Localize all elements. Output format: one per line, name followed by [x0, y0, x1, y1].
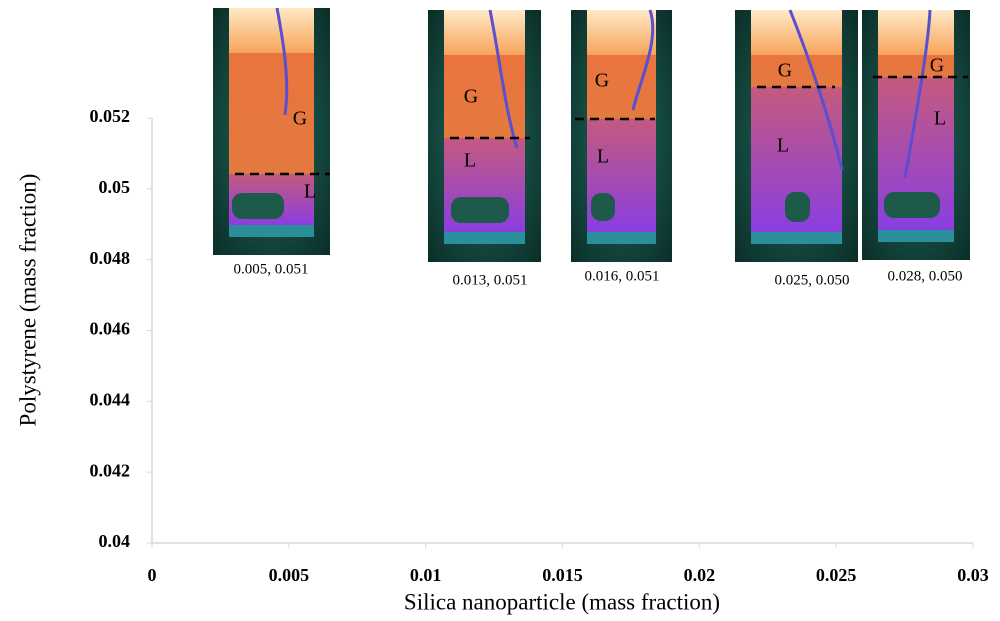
x-tick-label: 0.005 [269, 565, 310, 585]
y-tick-label: 0.04 [99, 531, 131, 551]
y-tick-label: 0.044 [90, 389, 131, 409]
inset-label: 0.005, 0.051 [234, 261, 309, 277]
vial-cap [444, 10, 525, 55]
liquid-label: L [464, 150, 476, 172]
y-tick-label: 0.042 [90, 460, 131, 480]
wire [903, 9, 932, 179]
x-tick-label: 0.01 [410, 565, 442, 585]
wire [488, 9, 519, 149]
y-tick-label: 0.05 [99, 177, 131, 197]
vial-base [751, 232, 842, 244]
vial-base [587, 232, 656, 244]
inset-photo [428, 9, 541, 262]
y-tick-label: 0.052 [90, 106, 131, 126]
x-tick-label: 0.015 [542, 565, 583, 585]
vial-gas [444, 55, 525, 138]
y-tick-label: 0.046 [90, 319, 131, 339]
nanoparticle-blob [785, 192, 810, 222]
liquid-label: L [934, 108, 946, 130]
vial-base [878, 230, 954, 242]
inset-label: 0.025, 0.050 [775, 272, 850, 288]
vial-base [229, 225, 314, 237]
vial-base [444, 232, 525, 244]
gas-label: G [930, 55, 944, 77]
gas-label: G [778, 60, 792, 82]
vial-gas [587, 55, 656, 119]
x-tick-label: 0.03 [957, 565, 989, 585]
x-tick-label: 0 [148, 565, 157, 585]
wire [631, 9, 655, 111]
vial-cap [587, 10, 656, 55]
wire [788, 9, 844, 171]
liquid-label: L [304, 181, 316, 203]
x-tick-label: 0.025 [816, 565, 857, 585]
gas-label: G [595, 70, 609, 92]
liquid-label: L [777, 135, 789, 157]
gas-label: G [293, 108, 307, 130]
vial-gas [878, 55, 954, 77]
wire [275, 7, 289, 116]
inset-photo [862, 9, 970, 260]
inset-label: 0.016, 0.051 [585, 268, 660, 284]
inset-label: 0.028, 0.050 [888, 268, 963, 284]
vial-cap [229, 8, 314, 53]
nanoparticle-blob [451, 197, 509, 223]
vial-gas [229, 53, 314, 174]
y-tick-label: 0.048 [90, 248, 131, 268]
vial-gas [751, 55, 842, 87]
nanoparticle-blob [884, 192, 940, 218]
gas-label: G [464, 86, 478, 108]
vial-cap [751, 10, 842, 55]
vial-cap [878, 10, 954, 55]
y-axis-title: Polystyrene (mass fraction) [15, 174, 40, 427]
x-axis-title: Silica nanoparticle (mass fraction) [404, 589, 720, 614]
inset-photo [735, 9, 858, 262]
inset-label: 0.013, 0.051 [453, 272, 528, 288]
nanoparticle-blob [591, 193, 615, 221]
liquid-label: L [597, 146, 609, 168]
nanoparticle-blob [232, 193, 284, 219]
inset-photo [571, 9, 672, 262]
inset-photo [213, 7, 330, 255]
x-tick-label: 0.02 [684, 565, 716, 585]
